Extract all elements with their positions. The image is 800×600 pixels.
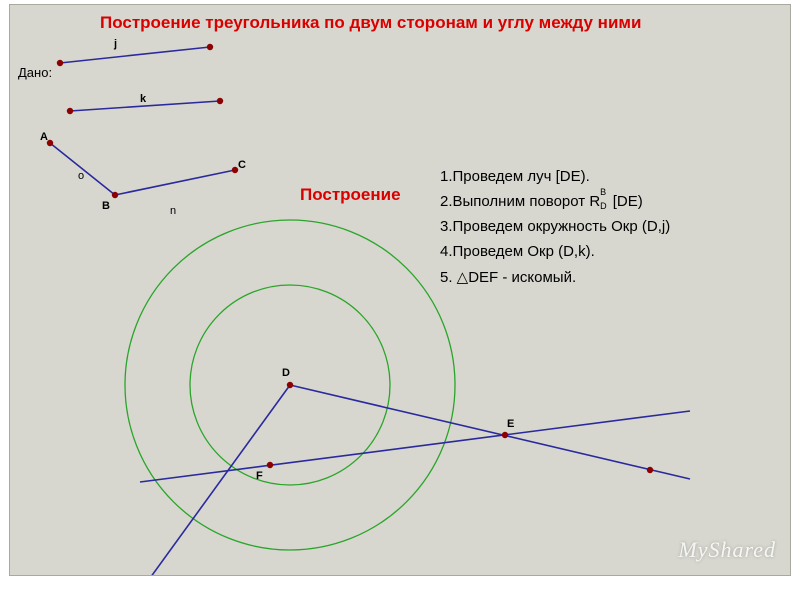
label-o: o xyxy=(78,170,84,182)
label-n: n xyxy=(170,205,176,217)
geometry-svg xyxy=(10,5,790,575)
label-F: F xyxy=(256,470,263,482)
label-E: E xyxy=(507,418,514,430)
label-k: k xyxy=(140,93,146,105)
label-C: C xyxy=(238,159,246,171)
label-B: B xyxy=(102,200,110,212)
label-A: A xyxy=(40,131,48,143)
watermark: MyShared xyxy=(678,537,776,563)
diagram-frame: Построение треугольника по двум сторонам… xyxy=(9,4,791,576)
label-D: D xyxy=(282,367,290,379)
label-j: j xyxy=(114,38,117,50)
